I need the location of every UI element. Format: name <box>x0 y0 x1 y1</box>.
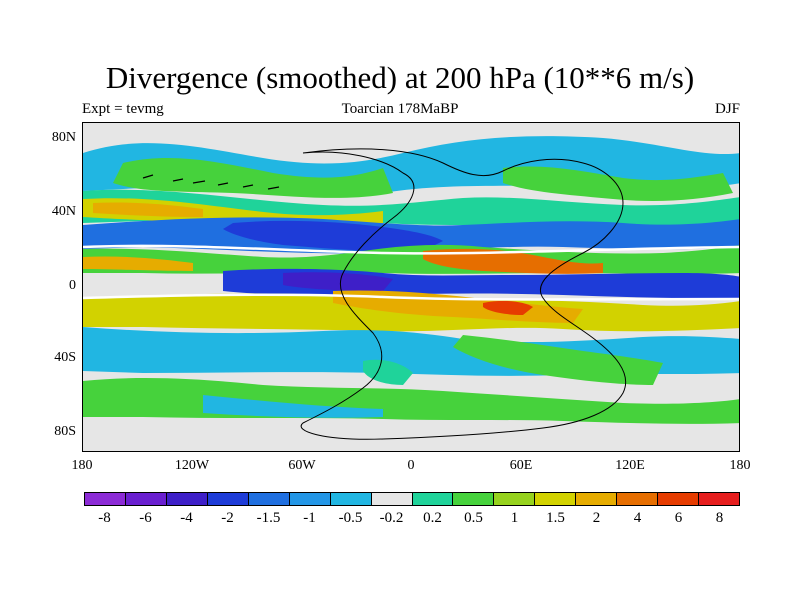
xtick-60w: 60W <box>288 458 316 473</box>
equatorial-deepest-blue <box>283 272 393 291</box>
zero-contour-north <box>83 244 739 255</box>
colorbar-label-9: 0.5 <box>464 510 483 526</box>
period-label: Toarcian 178MaBP <box>341 101 459 117</box>
divergence-field <box>83 123 739 451</box>
south-tropical-red-spot <box>483 300 533 315</box>
zero-contour-south <box>83 293 739 301</box>
colorbar-swatch-11 <box>535 493 577 505</box>
colorbar-label-12: 2 <box>592 510 601 526</box>
colorbar-label-10: 1 <box>510 510 519 526</box>
colorbar-swatch-14 <box>658 493 700 505</box>
colorbar-label-8: 0.2 <box>423 510 442 526</box>
colorbar-label-3: -2 <box>221 510 234 526</box>
midlat-north-orange <box>93 202 203 217</box>
colorbar-swatch-5 <box>289 493 331 505</box>
ytick-40n: 40N <box>51 204 76 219</box>
colorbar <box>84 492 740 506</box>
north-tropical-orange-west <box>83 256 193 271</box>
colorbar-swatch-2 <box>166 493 208 505</box>
ytick-80n: 80N <box>51 130 76 145</box>
colorbar-label-0: -8 <box>98 510 111 526</box>
subtropical-north-dark-blue <box>223 220 443 252</box>
colorbar-swatch-1 <box>125 493 167 505</box>
colorbar-swatch-12 <box>576 493 618 505</box>
xtick-180w: 180 <box>71 458 93 473</box>
colorbar-label-4: -1.5 <box>256 510 281 526</box>
xtick-180e: 180 <box>729 458 751 473</box>
subpolar-south-blue <box>203 395 383 418</box>
xtick-120e: 120E <box>615 458 645 473</box>
colorbar-label-14: 6 <box>674 510 683 526</box>
colorbar-swatch-0 <box>85 493 126 505</box>
colorbar-swatch-8 <box>412 493 454 505</box>
ytick-0: 0 <box>69 278 76 293</box>
colorbar-swatch-6 <box>330 493 372 505</box>
colorbar-swatch-4 <box>248 493 290 505</box>
colorbar-swatch-10 <box>494 493 536 505</box>
colorbar-label-1: -6 <box>139 510 152 526</box>
ytick-40s: 40S <box>54 350 76 365</box>
xtick-0: 0 <box>407 458 415 473</box>
south-atlantic-green-spot <box>363 359 413 385</box>
plot-title: Divergence (smoothed) at 200 hPa (10**6 … <box>105 60 695 95</box>
colorbar-label-5: -1 <box>303 510 316 526</box>
divergence-map <box>82 122 740 452</box>
colorbar-swatch-15 <box>699 493 739 505</box>
north-band-green <box>113 157 393 198</box>
ytick-80s: 80S <box>54 424 76 439</box>
colorbar-label-13: 4 <box>633 510 642 526</box>
colorbar-swatch-9 <box>453 493 495 505</box>
south-midlat-green <box>453 335 663 385</box>
colorbar-swatch-3 <box>207 493 249 505</box>
xtick-120w: 120W <box>174 458 210 473</box>
season-label: DJF <box>714 101 740 117</box>
experiment-label: Expt = tevmg <box>82 101 164 117</box>
xtick-60e: 60E <box>509 458 533 473</box>
coastline-dashes <box>142 174 280 190</box>
north-pacific-green <box>503 166 733 201</box>
colorbar-label-7: -0.2 <box>379 510 404 526</box>
colorbar-swatch-7 <box>371 493 413 505</box>
colorbar-label-11: 1.5 <box>546 510 565 526</box>
colorbar-label-2: -4 <box>180 510 193 526</box>
colorbar-swatch-13 <box>617 493 659 505</box>
colorbar-label-6: -0.5 <box>338 510 363 526</box>
colorbar-label-15: 8 <box>715 510 724 526</box>
continent-outline <box>300 148 627 440</box>
